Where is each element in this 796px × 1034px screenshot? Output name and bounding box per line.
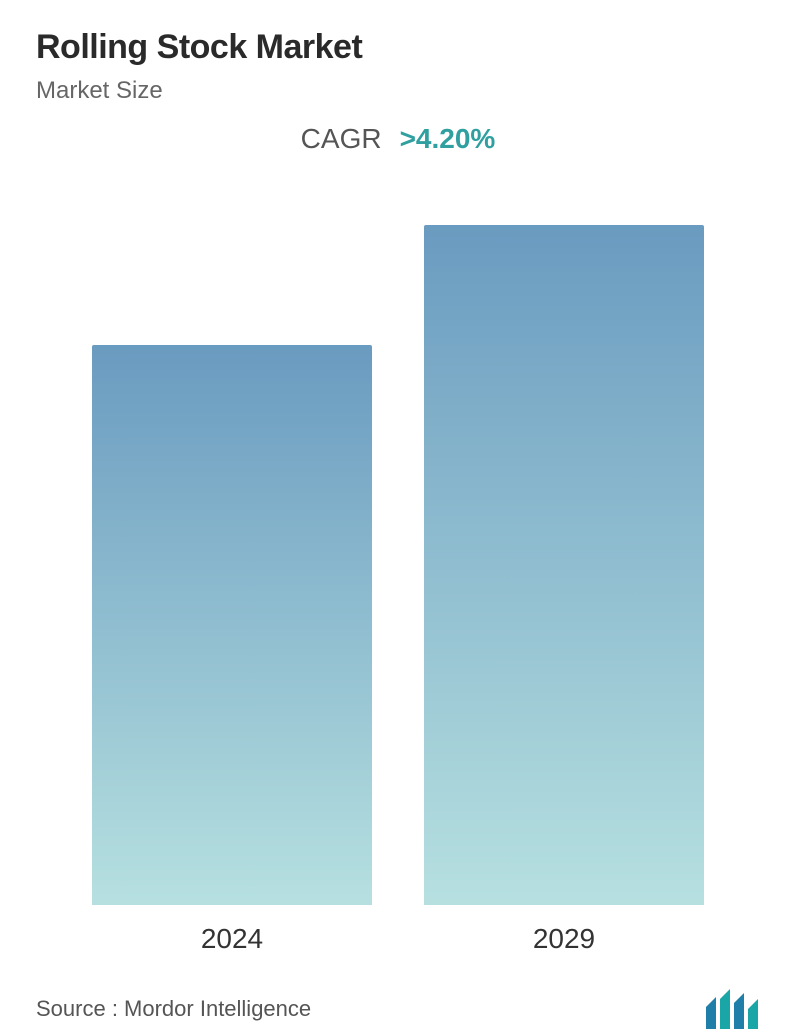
logo-bar-2 [720,989,730,1029]
logo-bar-4 [748,999,758,1029]
cagr-value: >4.20% [400,123,496,155]
page-title: Rolling Stock Market [36,28,760,67]
chart-area: 2024 2029 [36,225,760,955]
chart-container: Rolling Stock Market Market Size CAGR >4… [0,0,796,1034]
cagr-label: CAGR [301,123,382,155]
footer: Source : Mordor Intelligence [36,983,760,1029]
source-text: Source : Mordor Intelligence [36,996,311,1022]
bar-label-0: 2024 [201,923,263,955]
bar-group-0: 2024 [92,345,372,955]
bar-0 [92,345,372,905]
logo-bar-3 [734,993,744,1029]
cagr-row: CAGR >4.20% [36,123,760,155]
bar-1 [424,225,704,905]
page-subtitle: Market Size [36,77,760,105]
bar-label-1: 2029 [533,923,595,955]
logo-bar-1 [706,997,716,1029]
bar-group-1: 2029 [424,225,704,955]
logo-icon [706,989,760,1029]
